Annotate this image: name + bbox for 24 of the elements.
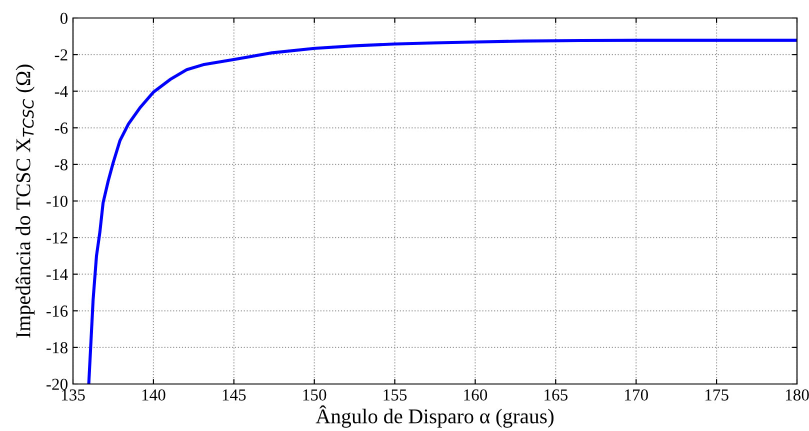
y-tick-label: -4 <box>54 86 68 97</box>
y-tick-label: -20 <box>46 378 68 390</box>
line-series <box>87 38 797 384</box>
x-tick-label: 170 <box>625 389 648 401</box>
x-axis-title: Ângulo de Disparo α (graus) <box>316 405 554 428</box>
y-tick-label: -10 <box>46 196 68 207</box>
y-tick-label: -8 <box>54 159 68 170</box>
x-tick-label: 155 <box>384 389 407 401</box>
y-tick-label: -6 <box>54 122 68 134</box>
y-tick-label: -18 <box>46 342 68 354</box>
y-tick-label: -14 <box>46 268 68 280</box>
x-tick-label: 135 <box>62 389 85 401</box>
y-tick-label: 0 <box>60 12 68 24</box>
y-axis-title: Impedância do TCSC X$_{TCSC}$ (Ω) <box>16 64 35 338</box>
x-tick-label: 175 <box>706 389 728 401</box>
x-tick-label: 160 <box>464 389 488 401</box>
x-tick-label: 140 <box>142 389 166 401</box>
x-tick-label: 145 <box>222 389 246 401</box>
y-tick-label: -12 <box>46 232 68 244</box>
x-tick-label: 180 <box>786 389 809 401</box>
y-tick-label: -16 <box>46 306 68 317</box>
x-tick-label: 165 <box>544 389 568 401</box>
y-tick-label: -2 <box>54 49 68 60</box>
x-tick-label: 150 <box>303 389 326 401</box>
